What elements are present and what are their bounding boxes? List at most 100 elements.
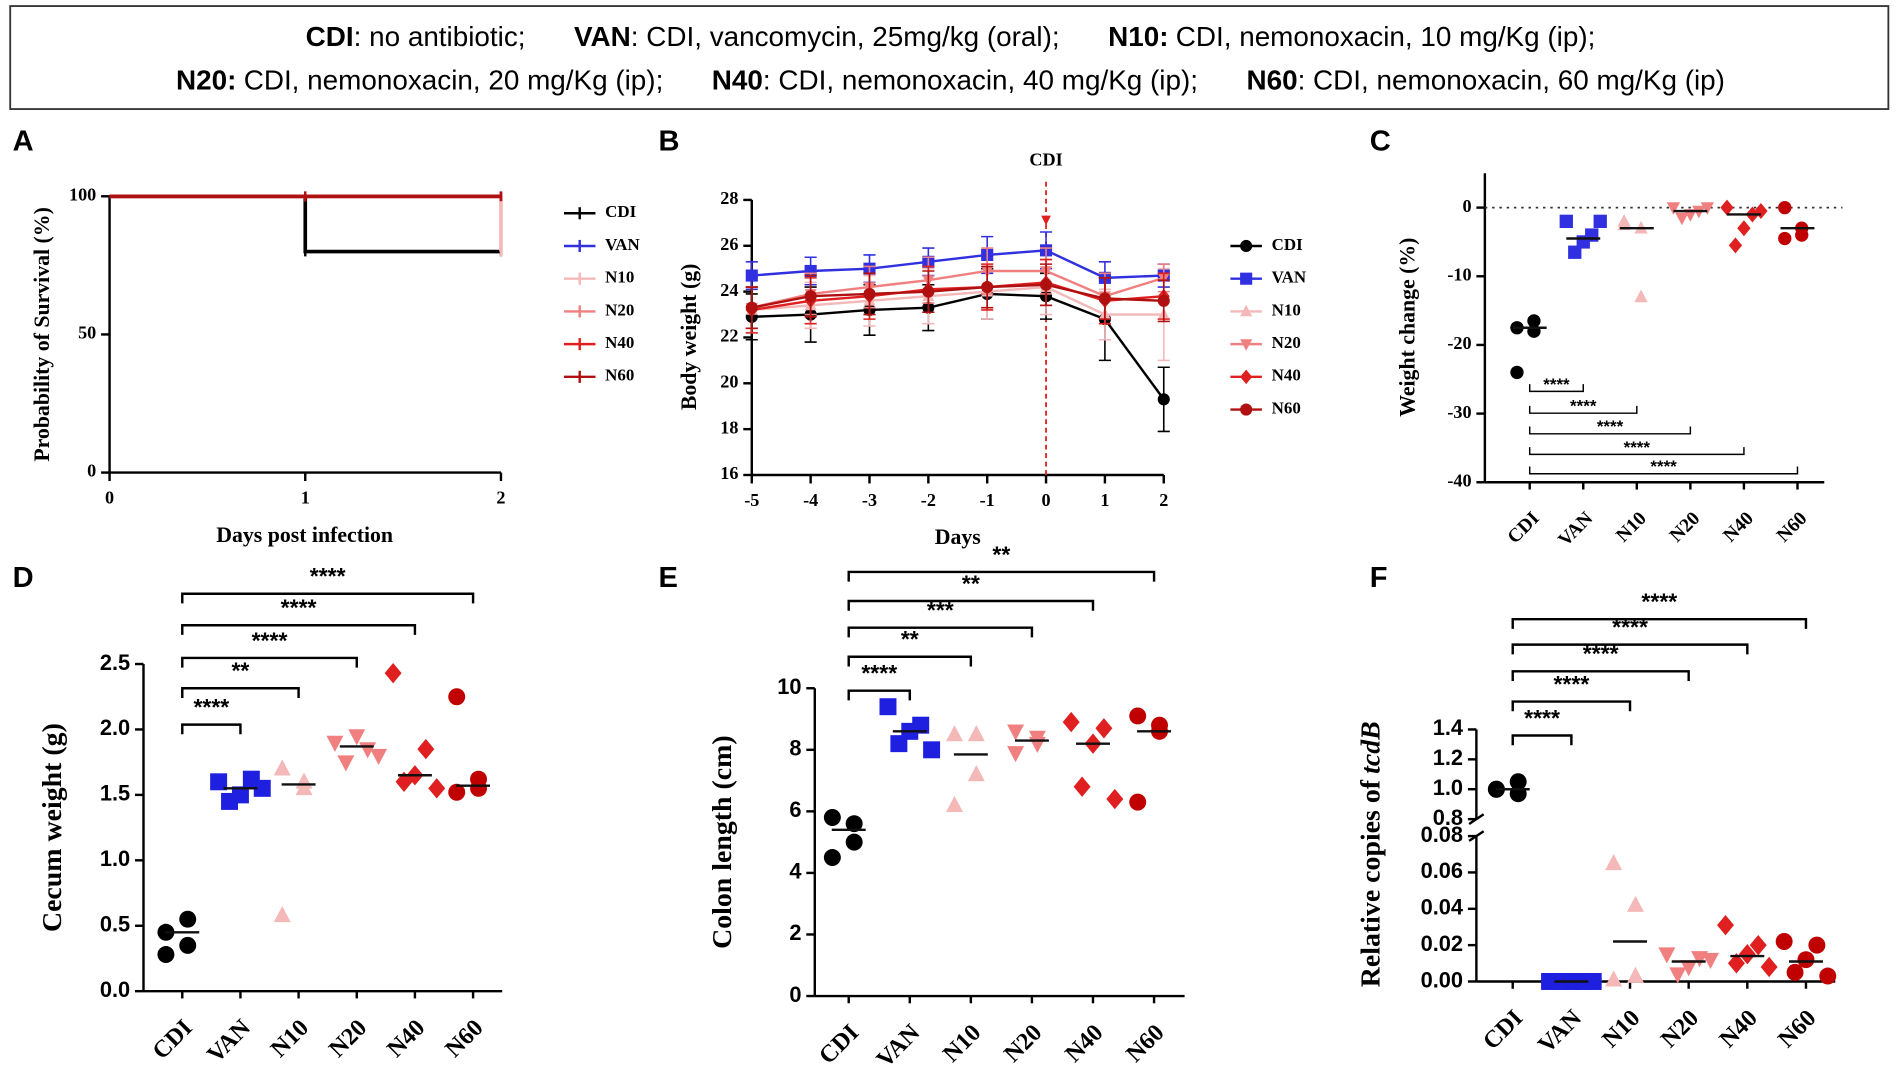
point xyxy=(1584,973,1602,990)
point xyxy=(946,795,963,812)
significance-bracket xyxy=(847,626,1034,638)
legend-line: CDI: no antibiotic; VAN: CDI, vancomycin,… xyxy=(306,21,1596,52)
significance-label: ** xyxy=(901,626,919,652)
x-tick-label: N20 xyxy=(1656,1004,1705,1053)
y-axis-label: Relative copies of tcdB xyxy=(1356,721,1387,987)
legend-desc: CDI, nemonoxacin, 20 mg/Kg (ip); xyxy=(244,65,664,96)
point xyxy=(1527,314,1541,328)
x-tick-label: N20 xyxy=(999,1019,1048,1068)
point xyxy=(1683,209,1698,222)
x-tick-label: -1 xyxy=(980,490,995,510)
significance-label: **** xyxy=(1650,457,1677,476)
x-tick-label: N10 xyxy=(1612,508,1650,546)
y-tick-label: 8 xyxy=(789,736,801,761)
x-tick-label: N20 xyxy=(1666,508,1704,546)
point xyxy=(1007,724,1025,741)
point xyxy=(946,725,963,742)
significance-label: **** xyxy=(281,595,317,621)
point xyxy=(922,285,935,298)
point xyxy=(1797,951,1815,969)
legend-box xyxy=(9,5,1890,110)
x-tick-label: N40 xyxy=(1060,1019,1109,1068)
legend-code: VAN xyxy=(574,21,631,52)
legend-marker xyxy=(1240,369,1253,385)
x-tick-label: VAN xyxy=(1554,508,1597,551)
significance-label: **** xyxy=(861,660,897,686)
x-tick-label: N40 xyxy=(1719,508,1757,546)
point xyxy=(1778,200,1792,215)
y-tick-label: 50 xyxy=(78,323,96,343)
significance-bracket xyxy=(847,599,1095,611)
y-axis-label-text: Probability of Survival (%) xyxy=(30,207,54,462)
point xyxy=(967,765,985,782)
point xyxy=(221,792,239,810)
point xyxy=(1568,245,1582,259)
point xyxy=(1039,278,1053,291)
point xyxy=(1700,202,1714,215)
x-tick-label: CDI xyxy=(1504,508,1544,548)
point xyxy=(384,663,402,684)
y-axis-label-italic: tcdB xyxy=(1356,721,1387,774)
x-tick-label: N40 xyxy=(1714,1004,1763,1053)
point xyxy=(470,779,488,797)
y-axis-label: Weight change (%) xyxy=(1396,238,1420,417)
point xyxy=(1737,220,1751,237)
point xyxy=(1073,776,1091,797)
significance-bracket xyxy=(847,689,911,701)
point xyxy=(1095,718,1113,739)
legend-label: N10 xyxy=(1272,300,1301,319)
x-tick-label: CDI xyxy=(1478,1004,1528,1054)
x-tick-label: N60 xyxy=(1773,508,1811,546)
axis-break xyxy=(1468,813,1485,825)
point xyxy=(1666,202,1681,215)
point xyxy=(1527,324,1541,338)
legend-label: N20 xyxy=(1272,333,1301,352)
point xyxy=(845,833,863,851)
point xyxy=(745,269,758,282)
y-axis-label-text: Weight change (%) xyxy=(1396,238,1420,417)
y-tick-label: 24 xyxy=(720,280,738,300)
y-tick-label: 1.0 xyxy=(100,846,130,871)
y-tick-label: 6 xyxy=(789,797,801,822)
y-tick-label: 18 xyxy=(720,417,738,437)
point xyxy=(1098,292,1111,305)
point xyxy=(1626,966,1644,983)
panel-label: C xyxy=(1370,126,1391,158)
x-tick-label: VAN xyxy=(202,1014,256,1068)
significance-bracket xyxy=(1511,734,1573,746)
series-line xyxy=(751,283,1164,309)
legend-code: N40 xyxy=(712,65,763,96)
y-tick-label: 26 xyxy=(720,234,738,254)
point xyxy=(863,287,876,300)
significance-bracket xyxy=(181,723,242,735)
significance-bracket xyxy=(847,570,1156,582)
point xyxy=(1819,967,1837,985)
point xyxy=(1559,214,1573,229)
point xyxy=(1605,854,1623,871)
legend-marker xyxy=(1240,339,1253,351)
legend-label: N60 xyxy=(605,366,634,385)
legend-label: N40 xyxy=(1272,366,1301,385)
annotation-arrow xyxy=(1041,215,1051,226)
legend-marker xyxy=(1240,272,1253,285)
point xyxy=(1728,237,1743,254)
x-tick-label: -4 xyxy=(803,490,818,510)
significance-label: ** xyxy=(962,570,980,596)
point xyxy=(417,738,435,760)
significance-bracket xyxy=(1528,426,1692,435)
y-tick-label: 100 xyxy=(69,184,96,204)
point xyxy=(326,735,344,752)
point xyxy=(295,779,313,796)
significance-bracket xyxy=(1511,617,1808,629)
y-tick-label: 16 xyxy=(720,463,738,483)
axis-break xyxy=(1468,830,1485,842)
point xyxy=(823,809,841,826)
point xyxy=(745,301,758,314)
annotation-label: CDI xyxy=(1029,149,1062,169)
x-tick-label: -5 xyxy=(744,490,759,510)
y-axis-label-text: Body weight (g) xyxy=(677,264,701,411)
significance-bracket xyxy=(847,655,973,667)
y-tick-label: 4 xyxy=(789,859,801,884)
